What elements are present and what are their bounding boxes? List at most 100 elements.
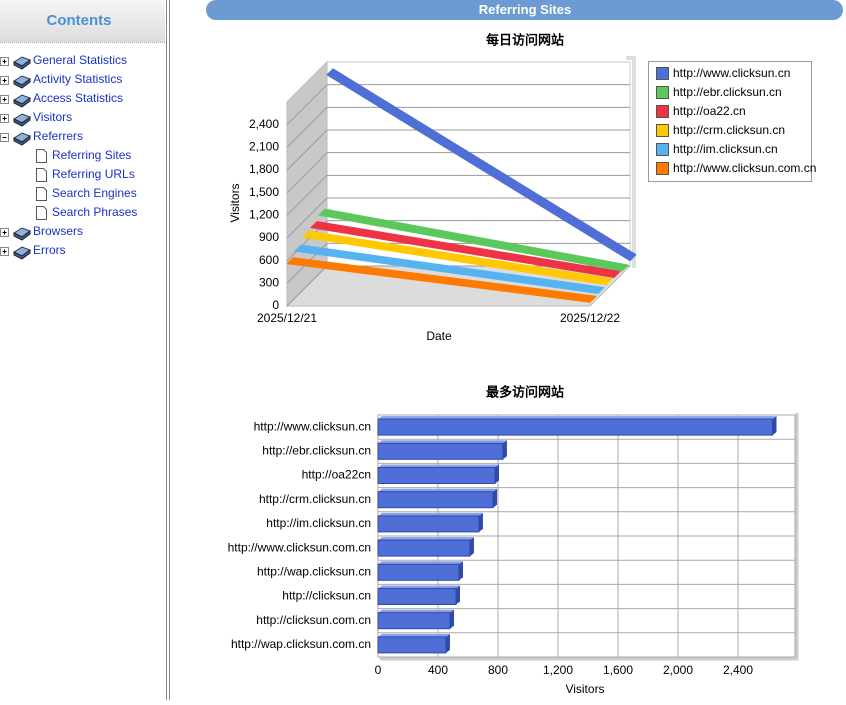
section-title: Referring Sites <box>479 2 571 17</box>
nav-link[interactable]: Search Engines <box>52 186 137 200</box>
bar-side <box>450 609 454 629</box>
legend-swatch <box>656 124 669 137</box>
bar-side <box>493 488 498 508</box>
bar <box>377 612 451 630</box>
bar-side <box>456 585 460 605</box>
bar-top <box>378 440 507 444</box>
page-icon <box>36 206 47 220</box>
y-tick-label: http://www.clicksun.cn <box>254 419 371 433</box>
bar <box>377 418 773 436</box>
bar-side <box>478 512 483 532</box>
chart-title: 最多访问网站 <box>486 384 564 399</box>
legend-label: http://im.clicksun.cn <box>673 142 778 156</box>
y-tick-label: 900 <box>259 230 279 244</box>
y-tick-label: 1,200 <box>249 208 279 222</box>
frame <box>380 413 799 661</box>
axis-label: Date <box>426 329 452 343</box>
bar-top <box>378 609 454 613</box>
legend-swatch <box>656 162 669 175</box>
nav-link[interactable]: Errors <box>33 243 66 257</box>
y-tick-label: http://www.clicksun.com.cn <box>228 540 371 554</box>
bar-top <box>378 537 474 541</box>
line-series <box>326 68 637 262</box>
bar-top <box>378 585 460 589</box>
nav-link[interactable]: Browsers <box>33 224 83 238</box>
grid-line <box>286 106 328 148</box>
x-tick-label: 2,000 <box>663 663 693 677</box>
legend-swatch <box>656 86 669 99</box>
legend-label: http://ebr.clicksun.cn <box>673 85 782 99</box>
grid-line <box>286 265 328 307</box>
bar <box>377 515 480 533</box>
bar <box>377 539 471 557</box>
y-tick-label: 2,400 <box>249 117 279 131</box>
nav-link[interactable]: Visitors <box>33 110 72 124</box>
nav-link[interactable]: Referring URLs <box>52 167 135 181</box>
bar <box>377 467 496 484</box>
axis-label: Visitors <box>228 183 242 222</box>
y-tick-label: http://clicksun.com.cn <box>256 613 371 627</box>
legend-label: http://www.clicksun.com.cn <box>673 161 816 175</box>
axis-label: Visitors <box>565 682 604 696</box>
grid-line <box>286 129 328 171</box>
legend-label: http://www.clicksun.cn <box>673 66 790 80</box>
legend <box>648 61 812 182</box>
y-tick-label: 1,800 <box>249 162 279 176</box>
y-tick-label: 600 <box>259 253 279 267</box>
y-tick-label: 1,500 <box>249 185 279 199</box>
y-tick-label: http://clicksun.cn <box>282 589 371 603</box>
y-tick-label: http://wap.clicksun.com.cn <box>231 637 371 651</box>
frame <box>626 56 636 268</box>
x-tick-label: 2025/12/22 <box>560 311 620 325</box>
book-icon <box>13 116 31 127</box>
sidebar-title: Contents <box>47 12 112 29</box>
nav-link[interactable]: Referring Sites <box>52 148 131 162</box>
nav-link[interactable]: Search Phrases <box>52 205 137 219</box>
side-wall <box>286 60 328 308</box>
bar-top <box>378 633 450 637</box>
bar-top <box>378 464 499 468</box>
x-tick-label: 400 <box>428 663 448 677</box>
nav-link[interactable]: Referrers <box>33 129 83 143</box>
bar-top <box>378 512 483 516</box>
bar-top <box>378 488 498 492</box>
book-icon <box>13 135 31 146</box>
legend-swatch <box>656 67 669 80</box>
y-tick-label: http://crm.clicksun.cn <box>259 492 371 506</box>
grid-line <box>286 152 328 194</box>
bar-side <box>495 464 499 484</box>
bar-top <box>378 561 463 565</box>
bar-side <box>772 416 777 436</box>
bar-top <box>378 416 777 420</box>
nav-link[interactable]: Access Statistics <box>33 91 123 105</box>
book-icon <box>13 78 31 89</box>
line-series <box>302 230 613 286</box>
legend-label: http://oa22.cn <box>673 104 746 118</box>
bar <box>377 491 494 509</box>
grid-line <box>286 174 328 216</box>
x-tick-label: 2,400 <box>723 663 753 677</box>
chart-title: 每日访问网站 <box>486 32 564 47</box>
nav-link[interactable]: Activity Statistics <box>33 72 122 86</box>
y-tick-label: http://im.clicksun.cn <box>266 516 371 530</box>
y-tick-label: http://ebr.clicksun.cn <box>262 443 371 457</box>
line-series <box>286 257 597 303</box>
bar <box>377 563 460 581</box>
bar-side <box>445 633 450 653</box>
y-tick-label: 300 <box>259 276 279 290</box>
y-tick-label: http://oa22cn <box>302 468 371 482</box>
legend-label: http://crm.clicksun.cn <box>673 123 785 137</box>
page-icon <box>36 149 47 163</box>
book-icon <box>13 230 31 241</box>
line-series <box>310 221 621 278</box>
nav-link[interactable]: General Statistics <box>33 53 127 67</box>
bar-side <box>469 537 474 557</box>
bar-side <box>502 440 507 460</box>
legend-swatch <box>656 105 669 118</box>
bar <box>377 588 457 605</box>
line-series <box>318 208 629 272</box>
book-icon <box>13 97 31 108</box>
y-tick-label: http://wap.clicksun.cn <box>257 564 371 578</box>
grid-line <box>286 84 328 126</box>
